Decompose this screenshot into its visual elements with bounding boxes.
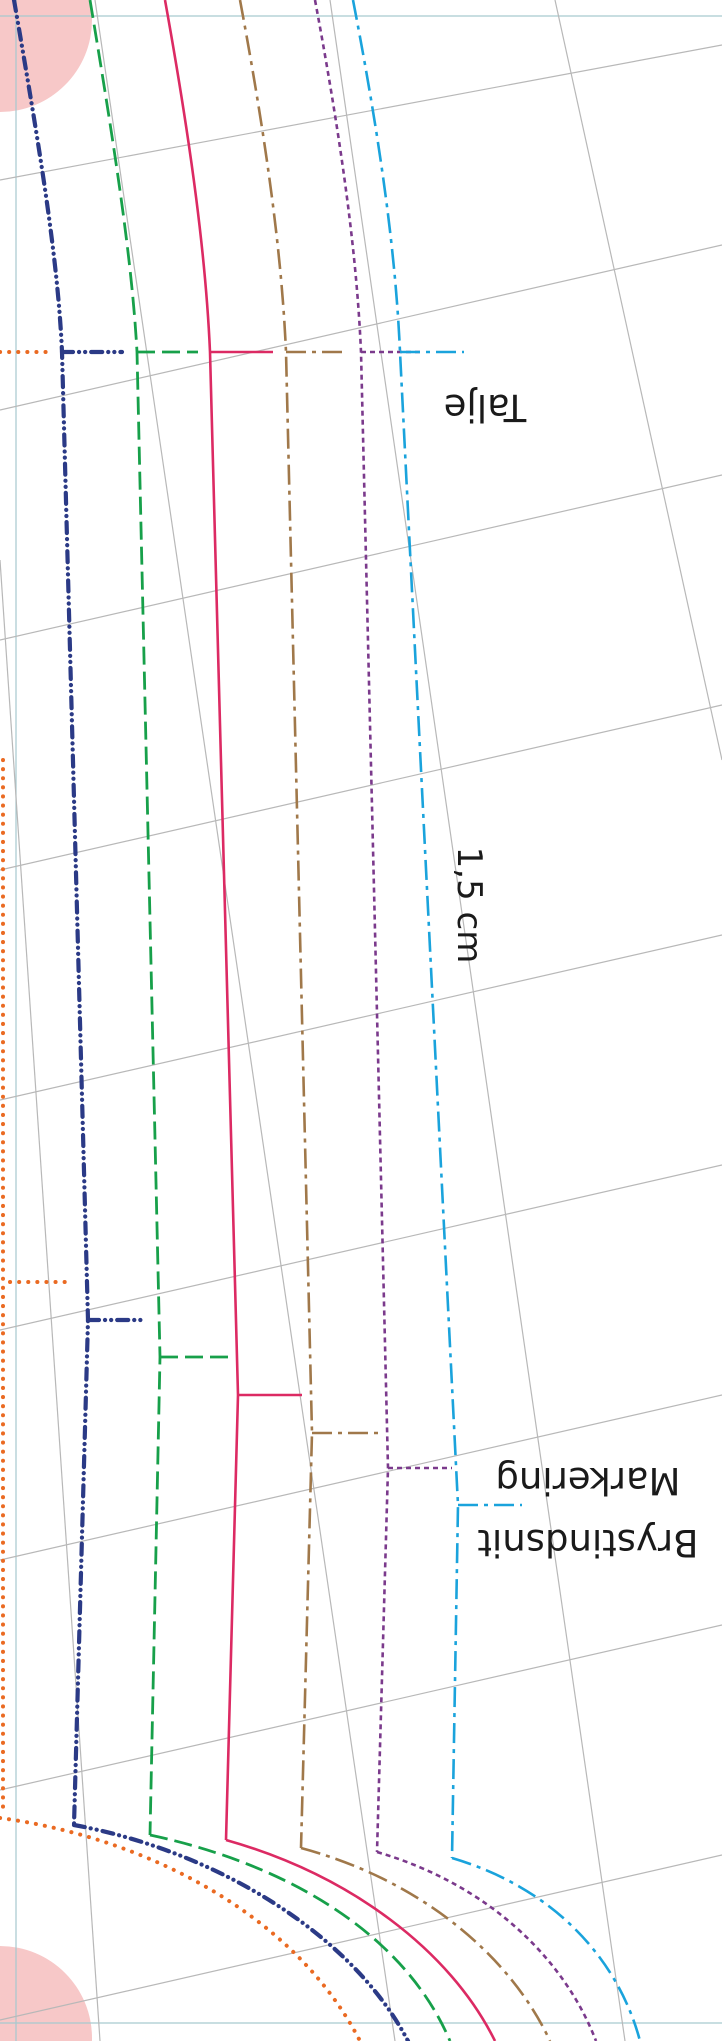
grid-line <box>554 0 722 761</box>
corner-mark-bottom <box>0 1946 92 2041</box>
size-line-green <box>88 0 452 2041</box>
grid-line <box>0 1164 722 1331</box>
cyan-hem-curve <box>451 1856 642 2041</box>
pattern-labels: Talje 1,5 cm Brystindsnit Markering <box>444 386 699 1564</box>
bust-dart-label: Brystindsnit <box>477 1521 698 1564</box>
grid-line <box>0 559 101 2041</box>
green-seam-line <box>88 0 162 1836</box>
grid-line <box>94 0 396 2041</box>
grid-shallow <box>0 44 722 2021</box>
purple-hem-curve <box>376 1850 598 2041</box>
green-hem-curve <box>149 1833 452 2041</box>
corner-marks <box>0 0 92 2041</box>
grid-line <box>0 44 722 181</box>
marking-label: Markering <box>495 1459 680 1502</box>
grid-line <box>0 1624 722 1791</box>
purple-seam-line <box>313 0 390 1853</box>
measurement-label: 1,5 cm <box>449 847 489 964</box>
grid-line <box>0 934 722 1101</box>
grid-line <box>0 1854 722 2021</box>
crimson-hem-curve <box>225 1838 497 2041</box>
size-line-navy <box>11 0 411 2041</box>
grid-line <box>329 0 626 2041</box>
grid-line <box>0 244 722 411</box>
brown-seam-line <box>238 0 314 1849</box>
size-line-orange <box>0 350 362 2041</box>
waist-label: Talje <box>444 386 527 429</box>
grid-line <box>0 1394 722 1561</box>
corner-mark-top <box>0 0 92 112</box>
grid-line <box>0 474 722 641</box>
size-line-cyan <box>351 0 642 2041</box>
grid-line <box>0 704 722 871</box>
cyan-seam-line <box>351 0 460 1859</box>
size-line-purple <box>313 0 598 2041</box>
size-line-brown <box>238 0 552 2041</box>
crimson-seam-line <box>163 0 240 1841</box>
orange-hem-curve <box>0 1816 362 2041</box>
navy-hem-curve <box>71 1822 411 2041</box>
brown-hem-curve <box>300 1846 552 2041</box>
navy-seam-line <box>11 0 91 1828</box>
size-line-crimson <box>163 0 497 2041</box>
